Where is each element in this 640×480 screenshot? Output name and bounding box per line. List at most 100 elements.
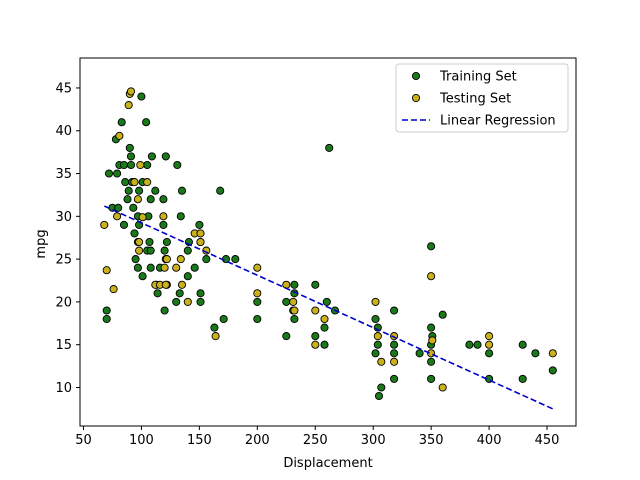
training-point [183, 246, 192, 255]
testing-point [138, 213, 147, 222]
training-point [290, 280, 299, 289]
testing-point [183, 297, 192, 306]
training-point [119, 220, 129, 229]
training-point [138, 272, 147, 281]
y-tick-label: 15 [55, 338, 72, 353]
training-point [126, 160, 136, 170]
training-point [196, 289, 205, 298]
training-point [427, 323, 436, 332]
training-point [371, 349, 380, 358]
training-point [104, 169, 114, 178]
testing-point [176, 255, 185, 264]
testing-point [126, 87, 136, 96]
training-point [390, 306, 399, 315]
testing-point [136, 160, 145, 170]
y-tick-label: 45 [55, 81, 72, 96]
training-point [311, 332, 320, 341]
testing-point [160, 263, 169, 272]
testing-point [161, 280, 170, 289]
legend-marker [411, 93, 421, 103]
testing-point [377, 357, 386, 366]
testing-point [115, 131, 124, 140]
x-tick-label: 300 [361, 433, 386, 448]
training-point [145, 237, 154, 247]
training-point [548, 366, 557, 375]
training-point [125, 143, 134, 152]
training-point [390, 340, 399, 349]
training-point [322, 297, 331, 306]
training-point [427, 242, 436, 251]
testing-point [113, 212, 122, 221]
testing-point [311, 340, 320, 349]
y-tick-label: 35 [55, 167, 72, 182]
training-point [531, 349, 540, 358]
legend-box [395, 63, 569, 133]
y-tick-label: 20 [55, 295, 72, 310]
testing-point [548, 349, 557, 358]
testing-point [124, 101, 133, 110]
training-point [438, 310, 447, 319]
x-tick-label: 150 [187, 433, 212, 448]
training-point [231, 255, 240, 264]
training-point [123, 195, 132, 204]
training-point [114, 203, 123, 212]
training-point [415, 349, 424, 358]
training-point [160, 246, 169, 255]
regression-line [104, 205, 554, 410]
training-point [485, 349, 494, 358]
training-point [374, 391, 384, 401]
testing-point [143, 178, 152, 187]
x-tick-label: 100 [129, 433, 154, 448]
x-tick-label: 450 [535, 433, 560, 448]
training-point [282, 332, 291, 341]
testing-point [371, 297, 380, 306]
testing-point [130, 178, 139, 187]
y-axis-label: mpg [34, 229, 49, 258]
training-point [325, 143, 334, 152]
training-point [119, 160, 129, 170]
testing-point [438, 383, 447, 392]
training-point [390, 349, 399, 358]
testing-point [172, 263, 181, 272]
testing-point [290, 306, 299, 315]
training-point [146, 195, 155, 204]
legend-label: Training Set [439, 70, 517, 85]
training-point [196, 297, 205, 306]
training-point [518, 374, 527, 383]
training-point [129, 203, 138, 212]
training-point [311, 280, 320, 289]
testing-point [100, 220, 109, 229]
training-point [216, 186, 225, 195]
training-point [130, 229, 139, 238]
testing-point [320, 314, 329, 324]
training-point [219, 314, 228, 324]
legend-label: Linear Regression [440, 114, 556, 129]
training-point [371, 314, 380, 324]
legend-label: Testing Set [439, 92, 511, 107]
testing-point [485, 332, 494, 341]
testing-point [196, 237, 205, 247]
testing-point [109, 285, 118, 294]
testing-point [428, 336, 437, 345]
training-point [113, 169, 122, 178]
x-tick-label: 350 [419, 433, 444, 448]
training-point [427, 374, 436, 383]
training-point [159, 195, 168, 204]
training-point [176, 212, 185, 221]
training-point [102, 306, 111, 315]
x-tick-label: 50 [75, 433, 92, 448]
testing-point [159, 212, 168, 221]
training-point [126, 152, 136, 161]
training-point [377, 383, 386, 392]
training-point [390, 374, 399, 383]
y-tick-label: 40 [55, 124, 72, 139]
training-point [146, 263, 155, 272]
x-axis-label: Displacement [283, 456, 372, 471]
training-point [161, 152, 170, 161]
training-point [146, 246, 155, 255]
testing-point [253, 263, 262, 272]
training-point [151, 186, 160, 195]
plot-frame [79, 57, 577, 427]
training-point [117, 118, 126, 127]
